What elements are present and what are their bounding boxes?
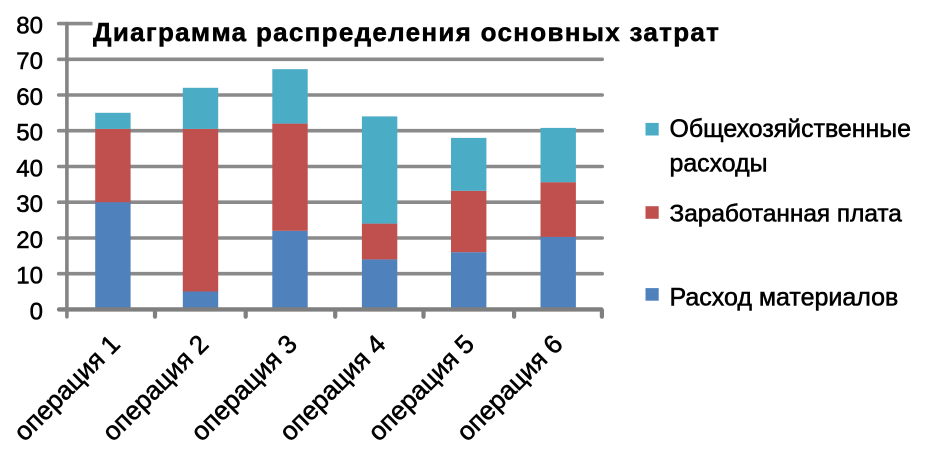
svg-text:Расход материалов: Расход материалов [670, 284, 899, 312]
svg-text:20: 20 [16, 227, 43, 254]
svg-text:Диаграмма распределения основн: Диаграмма распределения основных затрат [93, 17, 720, 47]
svg-text:40: 40 [16, 155, 43, 182]
svg-text:0: 0 [30, 298, 43, 325]
svg-text:50: 50 [16, 120, 43, 147]
svg-text:Заработанная плата: Заработанная плата [670, 201, 903, 228]
svg-text:80: 80 [16, 13, 43, 40]
svg-text:60: 60 [16, 84, 43, 111]
svg-text:30: 30 [16, 191, 43, 218]
svg-text:10: 10 [16, 263, 43, 290]
svg-text:Общехозяйственные: Общехозяйственные [670, 115, 912, 143]
svg-text:расходы: расходы [670, 150, 768, 178]
svg-text:70: 70 [16, 48, 43, 75]
